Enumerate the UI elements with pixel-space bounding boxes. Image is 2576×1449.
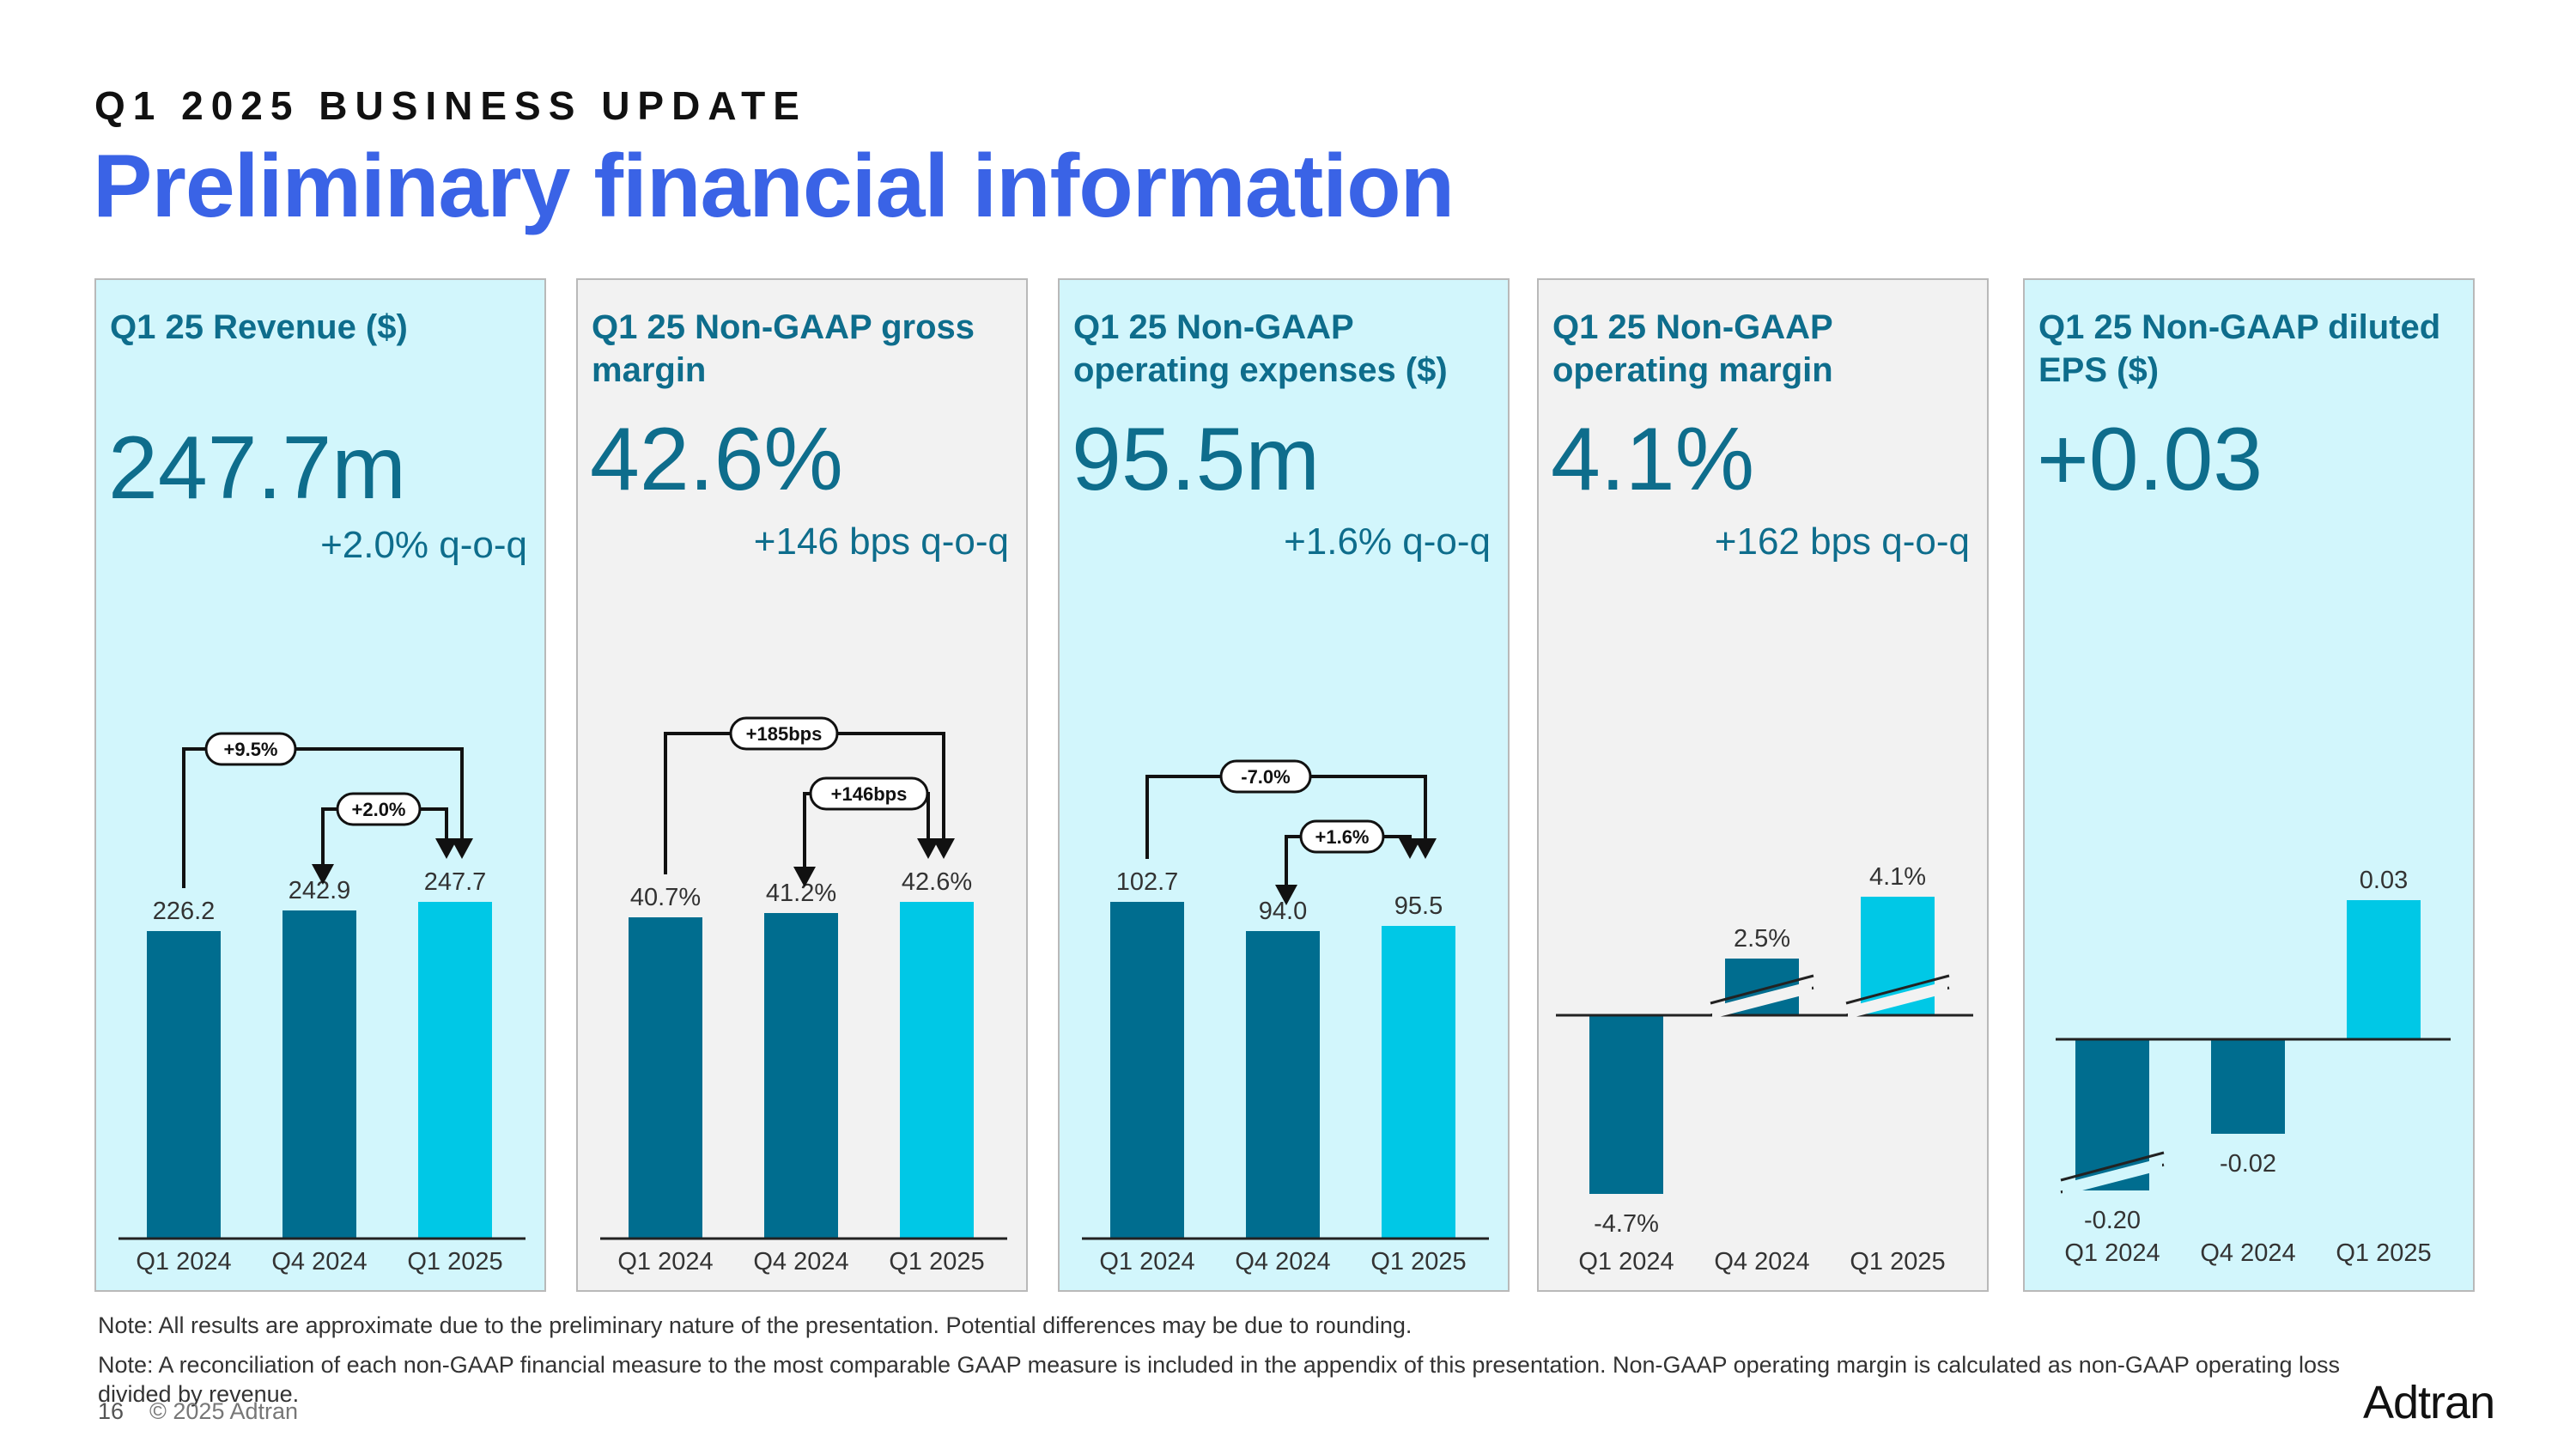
change-annotation: +2.0%: [352, 799, 406, 820]
arrow-down-icon: [451, 838, 473, 859]
section-kicker: Q1 2025 BUSINESS UPDATE: [94, 83, 807, 128]
category-label: Q4 2024: [1714, 1248, 1809, 1275]
data-label: 40.7%: [630, 884, 701, 911]
category-label: Q1 2025: [2336, 1239, 2431, 1267]
data-label: 42.6%: [902, 868, 972, 896]
panel-title: Q1 25 Revenue ($): [110, 308, 408, 346]
category-label: Q1 2025: [407, 1248, 502, 1275]
change-pill: [336, 792, 422, 826]
data-label: 41.2%: [766, 880, 836, 907]
opex-chart: 102.7 Q1 2024 94.0 Q4 2024 95.5 Q1 2025 -7.0% +…: [1082, 759, 1489, 1275]
bar-q1-2025: [2347, 900, 2421, 1039]
revenue-chart: 226.2 Q1 2024 242.9 Q4 2024 247.7 Q1 2025 +9.5…: [118, 732, 526, 1275]
arrow-down-icon: [1414, 838, 1437, 859]
change-pill: [1219, 759, 1312, 794]
axis-break-gap: [1712, 981, 1812, 1019]
panel-value: +0.03: [2037, 410, 2263, 509]
change-annotation: +146bps: [831, 783, 908, 805]
bar-q4-2024: [2211, 1039, 2285, 1134]
panel-value: 4.1%: [1551, 410, 1755, 509]
axis-break-gap: [2063, 1158, 2162, 1196]
footnote-1: Note: All results are approximate due to…: [98, 1312, 1413, 1338]
bar-q1-2025: [1382, 926, 1455, 1239]
panel-title: Q1 25 Non-GAAP operating expenses ($): [1073, 308, 1448, 389]
bar-q1-2025: [900, 902, 974, 1239]
category-label: Q4 2024: [2200, 1239, 2295, 1267]
change-annotation: +1.6%: [1315, 826, 1370, 848]
change-annotation: +9.5%: [224, 739, 278, 760]
panel-value: 95.5m: [1072, 410, 1321, 509]
data-label: 102.7: [1116, 868, 1179, 896]
operating-margin-panel: Q1 25 Non-GAAP operating margin 4.1% +16…: [1537, 278, 1989, 1292]
opex-panel: Q1 25 Non-GAAP operating expenses ($) 95…: [1058, 278, 1510, 1292]
arrow-down-icon: [793, 867, 816, 887]
gross-margin-panel: Q1 25 Non-GAAP gross margin 42.6% +146 b…: [576, 278, 1028, 1292]
bar-q1-2025: [418, 902, 492, 1239]
bar-q1-2024: [629, 917, 702, 1239]
data-label: 0.03: [2360, 867, 2408, 894]
category-label: Q4 2024: [753, 1248, 848, 1275]
gross-margin-chart: 40.7% Q1 2024 41.2% Q4 2024 42.6% Q1 2025 +185…: [600, 716, 1007, 1275]
operating-margin-chart: -4.7% Q1 2024 2.5% Q4 2024 4.1% Q1 2025: [1556, 863, 1973, 1275]
panel-change: +162 bps q-o-q: [1714, 521, 1970, 563]
bar-q1-2024: [1589, 1015, 1663, 1194]
change-bracket-long: [182, 747, 464, 888]
bar-q4-2024: [764, 913, 838, 1239]
data-label: -0.02: [2220, 1150, 2276, 1178]
change-pill: [204, 732, 297, 766]
arrow-down-icon: [1275, 885, 1297, 905]
revenue-panel: Q1 25 Revenue ($) 247.7m +2.0% q-o-q 226…: [94, 278, 546, 1292]
change-pill: [1299, 819, 1385, 854]
arrow-down-icon: [933, 838, 955, 859]
data-label: 226.2: [153, 898, 216, 925]
panel-value: 247.7m: [108, 418, 406, 518]
data-label: 94.0: [1259, 898, 1307, 925]
eps-chart: -0.20 Q1 2024 -0.02 Q4 2024 0.03 Q1 2025: [2056, 867, 2451, 1267]
eps-panel: Q1 25 Non-GAAP diluted EPS ($) +0.03 -0.…: [2023, 278, 2475, 1292]
page-number: 16: [98, 1398, 125, 1424]
panel-change: +146 bps q-o-q: [753, 521, 1009, 563]
category-label: Q1 2025: [1850, 1248, 1945, 1275]
data-label: 2.5%: [1734, 925, 1790, 953]
data-label: 4.1%: [1869, 863, 1926, 891]
category-label: Q4 2024: [1235, 1248, 1330, 1275]
page-title: Preliminary financial information: [93, 137, 1455, 236]
bar-q1-2024: [1110, 902, 1184, 1239]
panel-change: +1.6% q-o-q: [1284, 521, 1491, 563]
bar-q1-2024: [147, 931, 221, 1239]
category-label: Q1 2024: [136, 1248, 231, 1275]
category-label: Q1 2025: [889, 1248, 984, 1275]
data-label: 242.9: [289, 877, 351, 904]
arrow-down-icon: [312, 864, 334, 885]
category-label: Q1 2024: [1099, 1248, 1194, 1275]
change-annotation: +185bps: [746, 723, 823, 745]
arrow-down-icon: [435, 838, 458, 859]
arrow-down-icon: [917, 838, 939, 859]
bar-q4-2024: [283, 910, 356, 1239]
category-label: Q4 2024: [271, 1248, 367, 1275]
panel-title: Q1 25 Non-GAAP operating margin: [1552, 308, 1833, 389]
data-label: 247.7: [424, 868, 487, 896]
category-label: Q1 2024: [1578, 1248, 1674, 1275]
panel-value: 42.6%: [590, 410, 843, 509]
data-label: -4.7%: [1594, 1210, 1659, 1238]
change-annotation: -7.0%: [1241, 766, 1290, 788]
copyright: © 2025 Adtran: [149, 1398, 299, 1424]
panel-title: Q1 25 Non-GAAP diluted EPS ($): [2038, 308, 2441, 389]
footnote-2: Note: A reconciliation of each non-GAAP …: [98, 1352, 2340, 1407]
change-pill: [809, 776, 929, 811]
adtran-logo: Adtran: [2363, 1377, 2495, 1428]
change-pill: [729, 716, 839, 751]
panel-title: Q1 25 Non-GAAP gross margin: [592, 308, 975, 389]
category-label: Q1 2024: [2064, 1239, 2160, 1267]
bar-q4-2024: [1246, 931, 1320, 1239]
category-label: Q1 2025: [1370, 1248, 1466, 1275]
panel-change: +2.0% q-o-q: [320, 524, 527, 566]
data-label: 95.5: [1394, 892, 1443, 920]
data-label: -0.20: [2084, 1207, 2141, 1234]
arrow-down-icon: [1399, 838, 1421, 859]
axis-break-gap: [1848, 981, 1947, 1019]
category-label: Q1 2024: [617, 1248, 713, 1275]
